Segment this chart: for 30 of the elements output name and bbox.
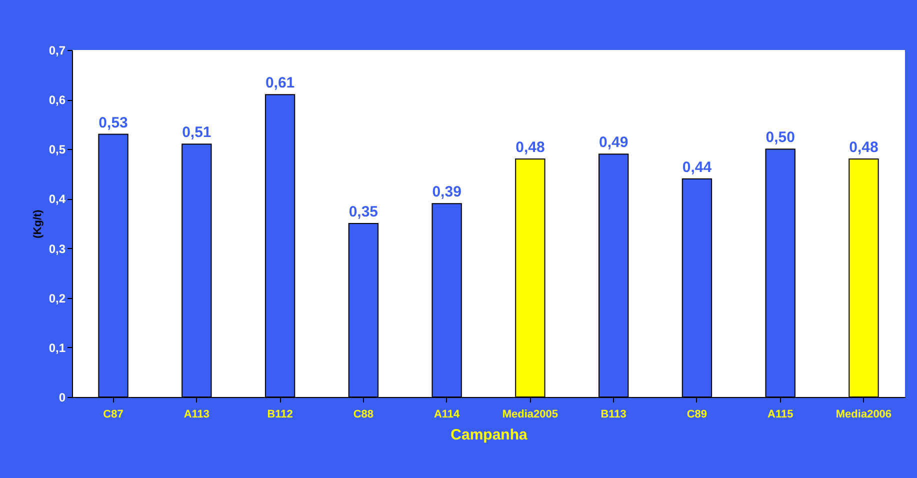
x-tick-label: A115 [767, 408, 794, 420]
data-label: 0,48 [516, 139, 545, 156]
x-tick-label: B113 [600, 408, 626, 420]
data-label: 0,49 [598, 134, 628, 152]
y-tick-label: 0 [58, 390, 66, 404]
x-tick-label: A113 [184, 408, 210, 420]
data-label: 0,50 [766, 129, 795, 146]
data-label: 0,39 [432, 184, 462, 201]
data-label: 0,35 [348, 204, 378, 220]
y-tick-label: 0,2 [48, 291, 66, 306]
x-axis-title: Campanha [450, 426, 528, 444]
data-label: 0,53 [98, 114, 128, 132]
x-tick-label: A114 [434, 408, 461, 420]
y-axis-title: (Kg/t) [32, 209, 44, 238]
x-tick-label: B112 [267, 408, 293, 420]
x-tick-label: Media2006 [836, 408, 892, 420]
x-tick-label: C88 [353, 408, 374, 420]
x-tick-label: C87 [103, 408, 124, 420]
x-tick-label: C89 [686, 408, 708, 420]
y-tick-label: 0,4 [48, 192, 66, 206]
y-tick-label: 0,1 [48, 340, 66, 355]
data-label: 0,44 [682, 158, 712, 176]
y-tick-label: 0,5 [48, 142, 66, 157]
y-tick-label: 0,6 [48, 93, 66, 108]
data-label: 0,48 [849, 139, 878, 156]
y-tick-label: 0,7 [48, 44, 66, 58]
y-tick-label: 0,3 [48, 242, 66, 256]
data-label: 0,51 [182, 124, 212, 142]
data-label: 0,61 [265, 74, 295, 92]
x-tick-label: Media2005 [502, 408, 558, 420]
